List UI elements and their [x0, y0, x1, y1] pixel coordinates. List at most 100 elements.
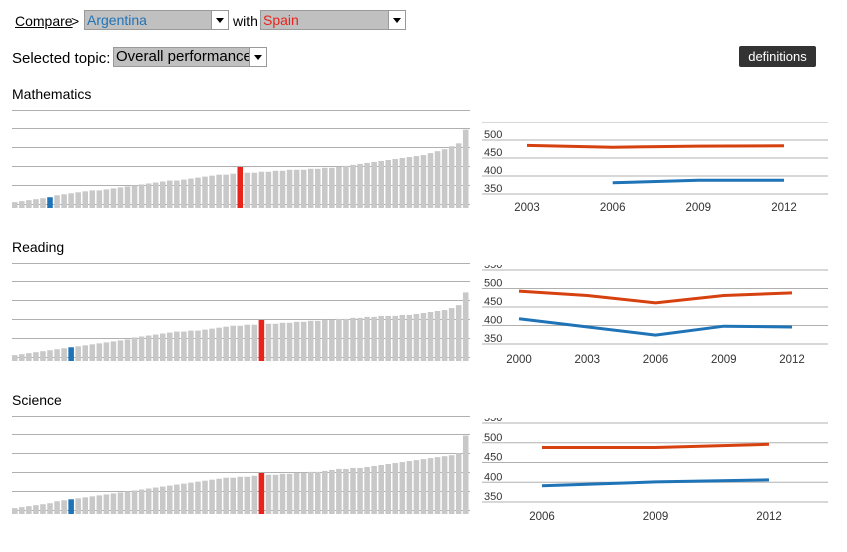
- country-bar: [12, 355, 18, 361]
- country-bar: [293, 169, 300, 208]
- country-bar: [265, 323, 272, 361]
- country-bar: [117, 492, 124, 514]
- country-bar: [145, 183, 152, 208]
- bar-chart-reading: [12, 263, 470, 361]
- country-bar: [251, 172, 258, 208]
- country-bar: [441, 149, 448, 208]
- y-tick-label: 500: [484, 278, 502, 290]
- chevron-down-icon[interactable]: [249, 48, 266, 66]
- country-bar: [350, 467, 356, 514]
- country-bar: [448, 455, 455, 514]
- country-bar: [329, 469, 335, 514]
- country-bar: [33, 199, 39, 208]
- country-bar: [322, 319, 328, 361]
- country-bar: [420, 312, 427, 361]
- chevron-down-icon[interactable]: [211, 11, 228, 29]
- country1-select[interactable]: Argentina: [84, 10, 229, 30]
- country-bar: [434, 457, 441, 514]
- chevron-down-icon[interactable]: [388, 11, 405, 29]
- country-bar: [293, 472, 300, 514]
- country-bar: [174, 180, 180, 208]
- country-bar: [392, 315, 399, 361]
- country-bar: [399, 462, 406, 514]
- country-bar: [40, 504, 46, 514]
- country-bar: [357, 467, 363, 514]
- country-bar: [350, 164, 356, 208]
- country-bar: [188, 330, 194, 361]
- country-bar: [462, 129, 469, 208]
- country-bar: [251, 475, 258, 514]
- country-bar: [75, 498, 81, 514]
- country-bar: [357, 163, 363, 208]
- country-bar: [26, 506, 32, 514]
- country-bar: [96, 190, 103, 208]
- compare-link[interactable]: Compare: [15, 13, 73, 29]
- country2-bar: [258, 473, 265, 514]
- country-bar: [181, 179, 187, 208]
- country-bar: [399, 314, 406, 361]
- country-bar: [89, 190, 96, 208]
- topic-select[interactable]: Overall performance: [113, 47, 267, 67]
- country-bar: [195, 177, 201, 208]
- country2-series-line: [526, 143, 785, 149]
- country-bar: [322, 470, 328, 514]
- country-bar: [329, 167, 335, 208]
- country-bar: [448, 146, 455, 208]
- country-bar: [54, 349, 60, 361]
- country-bar: [230, 477, 236, 514]
- country-bar: [286, 169, 293, 208]
- definitions-button[interactable]: definitions: [739, 46, 816, 67]
- country-bar: [202, 480, 208, 514]
- country-bar: [223, 174, 229, 208]
- country-bar: [455, 143, 462, 208]
- country-bar: [216, 478, 222, 514]
- country-bar: [195, 330, 201, 361]
- country-bar: [152, 487, 159, 514]
- country-bar: [300, 321, 307, 361]
- country1-bar: [47, 197, 53, 208]
- country-bar: [314, 320, 321, 361]
- y-tick-label: 400: [484, 165, 502, 177]
- country-bar: [314, 168, 321, 208]
- x-tick-label: 2009: [686, 202, 712, 212]
- country-bar: [244, 324, 251, 361]
- x-tick-label: 2012: [779, 354, 805, 366]
- country-bar: [378, 465, 384, 514]
- country-bar: [265, 171, 272, 208]
- x-tick-label: 2012: [756, 511, 782, 523]
- x-tick-label: 2009: [643, 511, 669, 523]
- country-bar: [26, 353, 32, 361]
- y-tick-label: 500: [484, 432, 502, 444]
- country-bar: [223, 326, 229, 361]
- country-bar: [371, 465, 377, 514]
- country1-value: Argentina: [87, 12, 147, 28]
- country-bar: [216, 174, 222, 208]
- country-bar: [378, 160, 384, 208]
- country-bar: [385, 464, 391, 514]
- country-bar: [392, 159, 399, 208]
- country-bar: [279, 473, 286, 514]
- country-bar: [343, 318, 349, 361]
- line-chart-science: 350 400 450 500 550 2006 2009 2012: [482, 418, 828, 523]
- country-bar: [237, 476, 244, 514]
- country1-series-line: [612, 178, 784, 185]
- country-bar: [336, 468, 342, 514]
- country-bar: [138, 184, 145, 208]
- country-bar: [131, 490, 138, 514]
- country-bar: [441, 456, 448, 514]
- country-bar: [195, 481, 201, 514]
- country2-value: Spain: [263, 12, 299, 28]
- country-bar: [33, 352, 39, 361]
- country-bar: [300, 169, 307, 208]
- country-bar: [89, 344, 96, 361]
- country2-bar: [258, 320, 265, 361]
- country-bar: [19, 354, 25, 361]
- country-bar: [343, 468, 349, 514]
- country-bar: [286, 473, 293, 514]
- country-bar: [145, 488, 152, 514]
- country-bar: [244, 172, 251, 208]
- subject-title-mathematics: Mathematics: [12, 86, 92, 102]
- country-bar: [181, 483, 187, 514]
- country2-select[interactable]: Spain: [260, 10, 406, 30]
- country-bar: [209, 175, 215, 208]
